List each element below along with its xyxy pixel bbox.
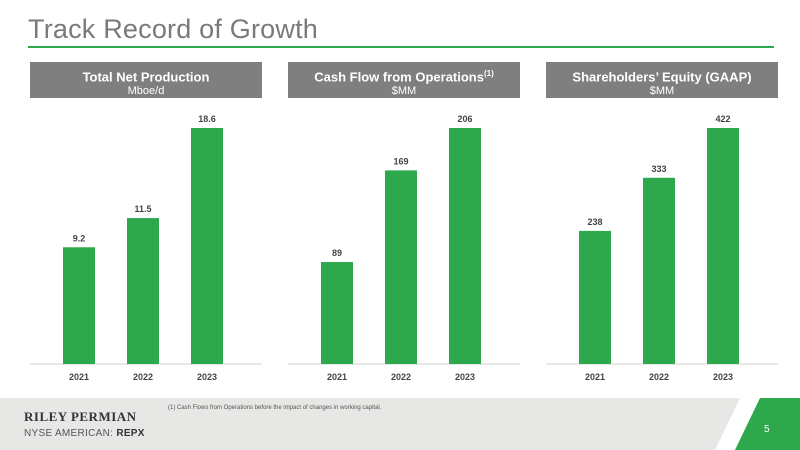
page-title: Track Record of Growth <box>28 14 318 44</box>
data-label: 9.2 <box>73 233 86 243</box>
data-label: 422 <box>715 114 730 124</box>
bar-2023 <box>449 128 481 364</box>
data-label: 206 <box>457 114 472 124</box>
x-tick-label: 2023 <box>713 372 733 382</box>
bar-2021 <box>579 230 611 364</box>
footnote: (1) Cash Flows from Operations before th… <box>168 405 382 411</box>
panel-header-production: Total Net Production Mboe/d <box>30 62 262 98</box>
data-label: 333 <box>651 164 666 174</box>
bar-2022 <box>643 177 675 364</box>
x-tick-label: 2021 <box>327 372 347 382</box>
footer-bar <box>0 398 800 450</box>
data-label: 238 <box>587 217 602 227</box>
panel-unit: Mboe/d <box>127 85 165 98</box>
bar-charts: 9.2 2021 11.5 2022 18.6 2023 89 2021 169 2022 206 2… <box>30 114 778 382</box>
footer-accent-stripes <box>715 398 800 450</box>
panel-header-cash-flow: Cash Flow from Operations(1) $MM <box>288 62 520 98</box>
x-tick-label: 2023 <box>455 372 475 382</box>
x-tick-label: 2021 <box>69 372 89 382</box>
title-divider <box>28 46 774 48</box>
panel-header-equity: Shareholders’ Equity (GAAP) $MM <box>546 62 778 98</box>
x-tick-label: 2021 <box>585 372 605 382</box>
x-tick-label: 2022 <box>391 372 411 382</box>
page-number: 5 <box>764 424 770 435</box>
bar-2022 <box>385 170 417 364</box>
x-tick-label: 2022 <box>133 372 153 382</box>
ticker-line: NYSE AMERICAN: REPX <box>24 428 145 439</box>
ticker-symbol: REPX <box>116 428 145 439</box>
data-label: 11.5 <box>134 204 151 214</box>
bar-2023 <box>191 128 223 364</box>
exchange-label: NYSE AMERICAN: <box>24 428 117 439</box>
bar-2023 <box>707 128 739 364</box>
x-tick-label: 2022 <box>649 372 669 382</box>
company-logo: RILEY PERMIAN <box>24 409 137 424</box>
bar-2022 <box>127 218 159 364</box>
data-label: 169 <box>393 156 408 166</box>
panel-title: Cash Flow from Operations <box>314 69 484 85</box>
panel-title: Total Net Production <box>82 69 210 85</box>
footnote-marker: (1) <box>483 69 494 78</box>
data-label: 18.6 <box>198 114 216 124</box>
panel-unit: $MM <box>649 85 675 98</box>
x-tick-label: 2023 <box>197 372 217 382</box>
panel-title: Shareholders’ Equity (GAAP) <box>572 69 752 85</box>
bar-2021 <box>63 247 95 364</box>
panel-unit: $MM <box>391 85 417 98</box>
data-label: 89 <box>332 248 342 258</box>
bar-2021 <box>321 262 353 364</box>
